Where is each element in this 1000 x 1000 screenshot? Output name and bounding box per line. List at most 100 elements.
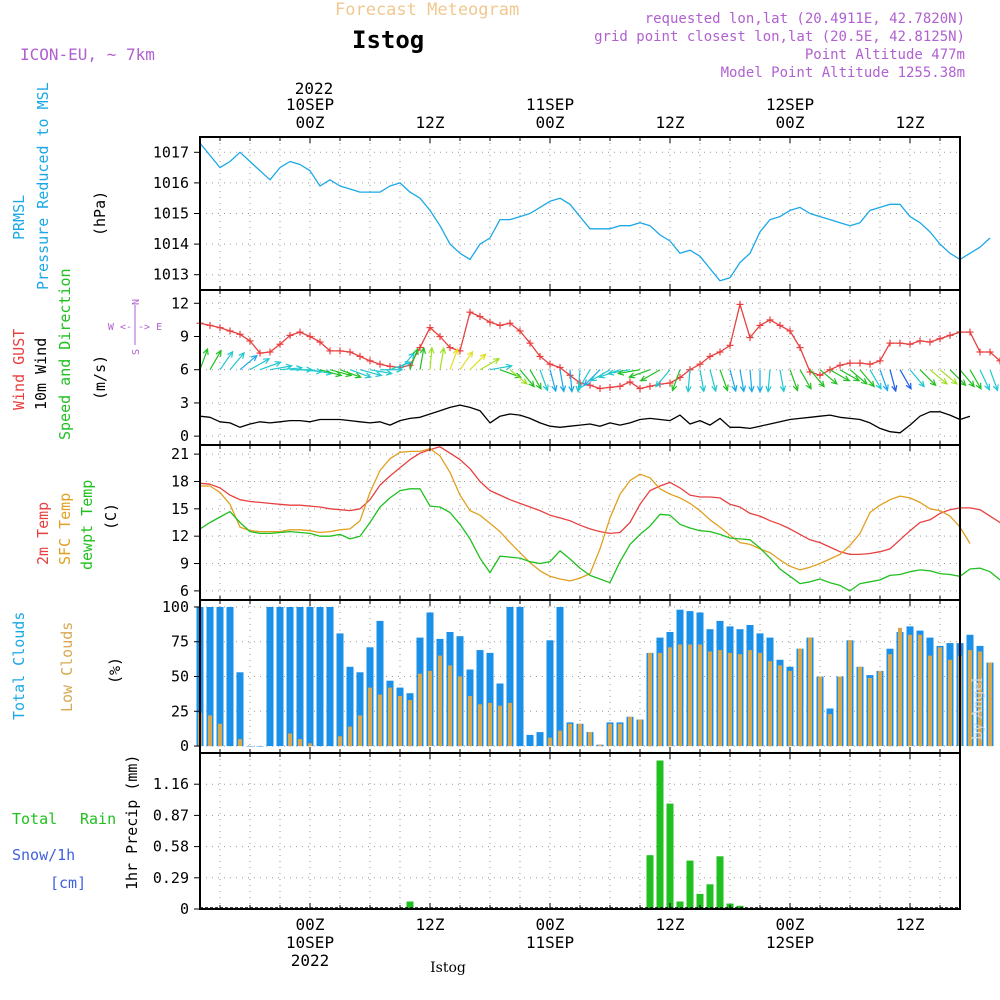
wind-arrow-head bbox=[891, 384, 898, 393]
wind-arrow bbox=[859, 369, 875, 387]
low-cloud-bar bbox=[468, 696, 472, 747]
wind-arrow bbox=[699, 369, 705, 392]
wind-arrow bbox=[799, 369, 812, 390]
total-cloud-bar bbox=[356, 672, 364, 746]
wind-arrow bbox=[889, 369, 897, 392]
wind-arrow bbox=[577, 369, 581, 392]
wind-arrow bbox=[559, 369, 565, 392]
wind-arrow-head bbox=[905, 382, 912, 390]
y-tick-label: 3 bbox=[180, 394, 189, 412]
low-cloud-bar bbox=[838, 676, 842, 746]
dewpt-label: dewpt Temp bbox=[78, 480, 96, 570]
low-cloud-bar bbox=[808, 637, 812, 747]
model-label: ICON-EU, ~ 7km bbox=[20, 45, 155, 64]
wind-arrow-head bbox=[918, 380, 925, 388]
top-hour-label: 12Z bbox=[656, 113, 685, 132]
wind-arrow bbox=[539, 369, 549, 391]
wind-arrow-head bbox=[929, 379, 937, 387]
credit-watermark: by Angel bbox=[970, 677, 986, 740]
total-cloud-bar bbox=[526, 734, 534, 746]
y-tick-label: 15 bbox=[171, 500, 189, 518]
low-cloud-bar bbox=[378, 694, 382, 747]
top-hour-label: 12Z bbox=[416, 113, 445, 132]
top-hour-label: 00Z bbox=[776, 113, 805, 132]
wind-arrow-head bbox=[671, 384, 678, 392]
pressure-label: Pressure Reduced to MSL bbox=[34, 82, 52, 290]
wind-arrow bbox=[529, 369, 542, 390]
sfc-temp-label: SFC Temp bbox=[56, 493, 74, 565]
wind-arrow-head bbox=[882, 384, 889, 392]
wind-arrow-head bbox=[731, 384, 738, 393]
y-tick-label: 9 bbox=[180, 555, 189, 573]
wind-arrow bbox=[219, 351, 234, 371]
hpa-unit: (hPa) bbox=[91, 191, 109, 236]
bottom-date-label: 12SEP bbox=[766, 933, 814, 952]
wind-arrow bbox=[469, 353, 486, 371]
wind-arrow bbox=[919, 369, 936, 386]
low-cloud-bar bbox=[298, 739, 302, 747]
low-cloud-bar bbox=[598, 744, 602, 747]
requested-coords: requested lon,lat (20.4911E, 42.7820N) bbox=[645, 11, 965, 27]
low-cloud-bar bbox=[288, 733, 292, 746]
c-unit: (C) bbox=[102, 503, 120, 530]
wind-arrow bbox=[869, 369, 882, 390]
wind-arrow-head bbox=[940, 378, 948, 385]
year-top: 2022 bbox=[295, 79, 334, 98]
bottom-hour-label: 12Z bbox=[656, 915, 685, 934]
total-cloud-bar bbox=[266, 607, 274, 747]
wind-arrow bbox=[779, 369, 785, 392]
total-cloud-bar bbox=[216, 607, 224, 747]
wind-arrow-head bbox=[765, 385, 772, 393]
bottom-hour-label: 00Z bbox=[296, 915, 325, 934]
wind-arrow bbox=[909, 369, 925, 387]
low-cloud-bar bbox=[238, 739, 242, 747]
wind-arrow-head bbox=[263, 357, 271, 365]
bottom-date-label: 10SEP bbox=[286, 933, 334, 952]
wind-arrow-head bbox=[568, 385, 575, 393]
y-tick-label: 6 bbox=[180, 582, 189, 600]
wind-arrow-head bbox=[412, 347, 419, 356]
y-tick-label: 18 bbox=[171, 472, 189, 490]
y-tick-label: 6 bbox=[180, 361, 189, 379]
low-cloud-bar bbox=[498, 705, 502, 746]
y-tick-label: 0.87 bbox=[153, 806, 189, 824]
wind-arrow bbox=[959, 369, 975, 387]
wind-arrow-head bbox=[756, 386, 764, 394]
wind-arrow-head bbox=[452, 347, 459, 356]
y-tick-label: 75 bbox=[171, 633, 189, 651]
low-cloud-bar bbox=[478, 704, 482, 746]
low-cloud-bar bbox=[658, 652, 662, 747]
wind-arrow bbox=[509, 369, 528, 385]
low-cloud-bar bbox=[408, 700, 412, 746]
total-cloud-bar bbox=[316, 607, 324, 747]
low-cloud-bar bbox=[928, 655, 932, 746]
wind-arrow-head bbox=[627, 372, 636, 379]
low-cloud-bar bbox=[798, 648, 802, 747]
total-cloud-bar bbox=[296, 607, 304, 747]
bottom-date-label: 11SEP bbox=[526, 933, 574, 952]
low-cloud-bar bbox=[588, 732, 592, 746]
bottom-year-label: 2022 bbox=[291, 951, 330, 970]
wind-arrow-head bbox=[520, 378, 528, 385]
low-cloud-bar bbox=[208, 715, 212, 746]
panel-frame bbox=[199, 444, 961, 601]
wind-arrow-head bbox=[535, 382, 542, 390]
low-cloud-bar bbox=[698, 644, 702, 746]
wind-arrow bbox=[839, 369, 860, 382]
wind-arrow bbox=[687, 369, 691, 392]
wind-arrow bbox=[719, 369, 729, 391]
y-tick-label: 9 bbox=[180, 328, 189, 346]
ms-unit: (m/s) bbox=[91, 355, 109, 400]
top-hour-label: 12Z bbox=[896, 113, 925, 132]
snow-label: Snow/1h bbox=[12, 846, 75, 864]
y-tick-label: 1016 bbox=[153, 174, 189, 192]
low-cloud-bar bbox=[758, 652, 762, 747]
total-cloud-bar bbox=[226, 607, 234, 747]
wind-arrow-head bbox=[959, 379, 967, 387]
wind-arrow-head bbox=[748, 385, 755, 393]
wind-arrow-head bbox=[792, 384, 799, 392]
cm-label: [cm] bbox=[50, 874, 86, 892]
